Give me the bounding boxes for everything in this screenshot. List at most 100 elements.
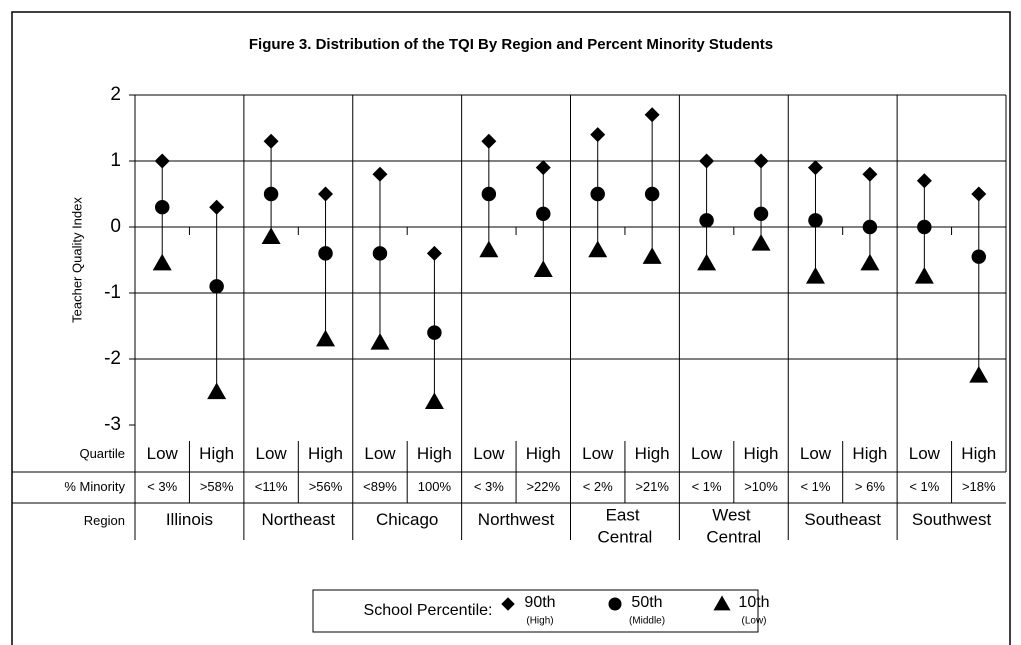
minority-label: < 3%: [147, 479, 177, 494]
circle-marker: [481, 186, 497, 202]
diamond-marker: [209, 199, 225, 215]
quartile-label: High: [961, 444, 996, 463]
region-label: Northeast: [261, 510, 335, 529]
quartile-label: High: [852, 444, 887, 463]
diamond-marker: [535, 160, 551, 176]
triangle-marker: [533, 260, 553, 278]
legend-sublabel: (Low): [741, 616, 766, 627]
diamond-marker: [807, 160, 823, 176]
diamond-marker: [372, 166, 388, 182]
minority-label: <89%: [363, 479, 397, 494]
y-tick-label: -2: [104, 348, 121, 369]
diamond-marker: [644, 107, 660, 123]
circle-marker: [808, 213, 823, 228]
row-label: Quartile: [79, 446, 125, 461]
quartile-label: Low: [582, 444, 614, 463]
triangle-marker: [805, 267, 825, 284]
minority-label: >56%: [309, 479, 343, 494]
minority-label: >58%: [200, 479, 234, 494]
region-label: West Central: [706, 506, 761, 547]
y-axis-label: Teacher Quality Index: [69, 197, 84, 323]
row-label: % Minority: [64, 479, 125, 494]
chart-title: Figure 3. Distribution of the TQI By Reg…: [249, 36, 773, 53]
legend-sublabel: (High): [526, 616, 553, 627]
quartile-label: High: [308, 444, 343, 463]
legend-box: [312, 589, 759, 633]
quartile-label: High: [199, 444, 234, 463]
minority-label: 100%: [418, 479, 452, 494]
minority-label: < 1%: [800, 479, 830, 494]
circle-marker: [590, 186, 605, 202]
region-label: East Central: [598, 506, 653, 547]
quartile-label: Low: [909, 444, 941, 463]
triangle-marker: [424, 392, 444, 410]
triangle-marker: [969, 366, 989, 383]
quartile-label: Low: [147, 444, 179, 463]
diamond-marker: [426, 245, 442, 261]
y-tick-label: 1: [110, 150, 121, 171]
circle-marker: [971, 249, 987, 264]
region-label: Southwest: [912, 510, 992, 529]
minority-label: < 1%: [909, 479, 939, 494]
legend-label: 90th: [524, 594, 555, 611]
triangle-marker: [207, 382, 227, 400]
row-label: Region: [84, 513, 125, 528]
quartile-label: High: [744, 444, 779, 463]
minority-label: <11%: [255, 479, 288, 494]
minority-label: > 6%: [855, 479, 885, 494]
diamond-marker: [862, 166, 878, 182]
diamond-marker: [753, 153, 769, 169]
triangle-marker: [152, 253, 172, 271]
triangle-marker: [914, 267, 934, 284]
quartile-label: Low: [800, 444, 832, 463]
minority-label: >22%: [526, 479, 560, 494]
triangle-marker: [860, 253, 880, 271]
diamond-marker: [318, 186, 334, 202]
diamond-marker: [971, 186, 987, 202]
legend-title: School Percentile:: [364, 602, 493, 619]
circle-marker: [862, 219, 878, 235]
triangle-marker: [316, 329, 336, 347]
y-tick-label: -1: [104, 282, 121, 303]
legend-sublabel: (Middle): [629, 616, 665, 627]
diamond-marker: [590, 127, 606, 143]
circle-marker: [209, 279, 224, 294]
circle-marker: [154, 199, 170, 215]
diamond-marker: [154, 153, 170, 169]
quartile-label: Low: [364, 444, 396, 463]
quartile-label: Low: [691, 444, 723, 463]
region-label: Illinois: [166, 510, 213, 529]
quartile-label: Low: [256, 444, 288, 463]
triangle-marker: [751, 234, 771, 251]
triangle-marker: [370, 333, 390, 350]
circle-marker: [699, 213, 714, 228]
circle-marker: [427, 325, 442, 340]
diamond-marker: [699, 153, 715, 169]
circle-marker: [536, 206, 551, 222]
diamond-marker: [481, 133, 497, 149]
y-tick-label: 0: [110, 216, 121, 237]
circle-marker: [263, 186, 279, 202]
circle-marker: [608, 597, 622, 611]
triangle-marker: [713, 595, 731, 611]
legend-label: 50th: [631, 594, 662, 611]
minority-label: >18%: [962, 479, 996, 494]
diamond-marker: [501, 597, 515, 611]
circle-marker: [644, 186, 660, 202]
minority-label: >10%: [744, 479, 778, 494]
frame: [11, 11, 1011, 645]
minority-label: >21%: [635, 479, 669, 494]
triangle-marker: [588, 240, 608, 258]
quartile-label: High: [526, 444, 561, 463]
circle-marker: [372, 246, 388, 261]
quartile-label: Low: [473, 444, 505, 463]
minority-label: < 2%: [583, 479, 613, 494]
triangle-marker: [479, 240, 499, 258]
minority-label: < 3%: [474, 479, 504, 494]
triangle-marker: [261, 227, 281, 245]
circle-marker: [753, 206, 769, 222]
circle-marker: [318, 246, 333, 261]
triangle-marker: [697, 253, 717, 271]
diamond-marker: [916, 173, 932, 189]
